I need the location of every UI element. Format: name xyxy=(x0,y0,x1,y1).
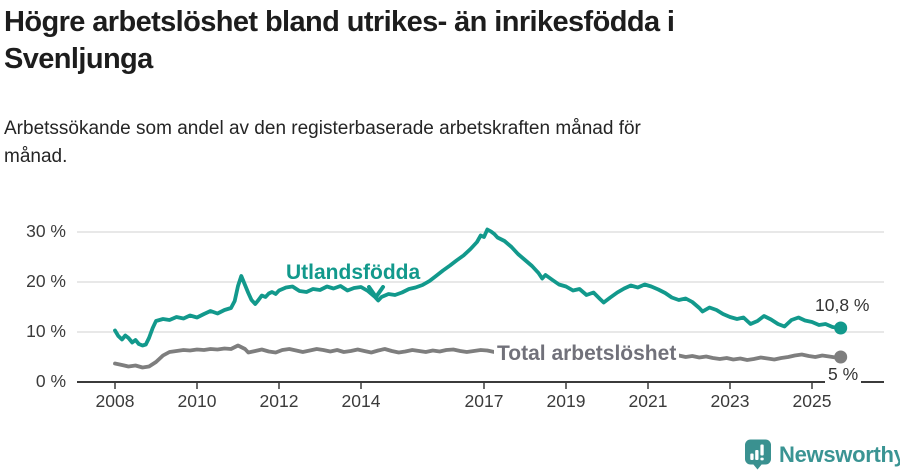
x-axis-label: 2019 xyxy=(546,391,586,411)
chart-subtitle: Arbetssökande som andel av den registerb… xyxy=(4,115,864,171)
x-axis-label: 2010 xyxy=(177,391,217,411)
end-value-label-total: 5 % xyxy=(825,364,862,385)
utlandsfodda-line xyxy=(113,227,843,348)
x-axis-label: 2023 xyxy=(710,391,750,411)
y-axis-label: 10 % xyxy=(26,321,66,341)
page-title-line1: Högre arbetslöshet bland utrikes- än inr… xyxy=(4,6,675,38)
y-axis-label: 0 % xyxy=(35,371,66,391)
end-value-label-utlandsfodda: 10,8 % xyxy=(815,295,870,315)
page-title: Högre arbetslöshet bland utrikes- än inr… xyxy=(4,4,884,78)
chart-subtitle-line2: månad. xyxy=(4,146,68,167)
down-arrow-icon xyxy=(367,285,385,299)
total-end-dot xyxy=(834,350,848,364)
x-axis-label: 2021 xyxy=(628,391,668,411)
y-axis-label: 30 % xyxy=(26,221,66,241)
series-label-utlandsfodda: Utlandsfödda xyxy=(286,261,421,284)
newsworthy-brand-text: Newsworthy xyxy=(779,441,900,467)
series-label-total: Total arbetslöshet xyxy=(494,342,680,366)
x-axis-label: 2017 xyxy=(464,391,504,411)
newsworthy-logo-icon xyxy=(745,439,771,470)
x-axis-label: 2012 xyxy=(259,391,299,411)
newsworthy-brand: Newsworthy xyxy=(744,439,900,470)
y-axis-label: 20 % xyxy=(26,271,66,291)
x-axis-label: 2025 xyxy=(792,391,832,411)
x-axis-label: 2008 xyxy=(95,391,135,411)
total-line xyxy=(113,343,843,370)
utlandsfodda-end-dot xyxy=(834,321,848,335)
chart-subtitle-line1: Arbetssökande som andel av den registerb… xyxy=(4,118,641,139)
page-title-line2: Svenljunga xyxy=(4,43,153,75)
x-axis-label: 2014 xyxy=(341,391,381,411)
